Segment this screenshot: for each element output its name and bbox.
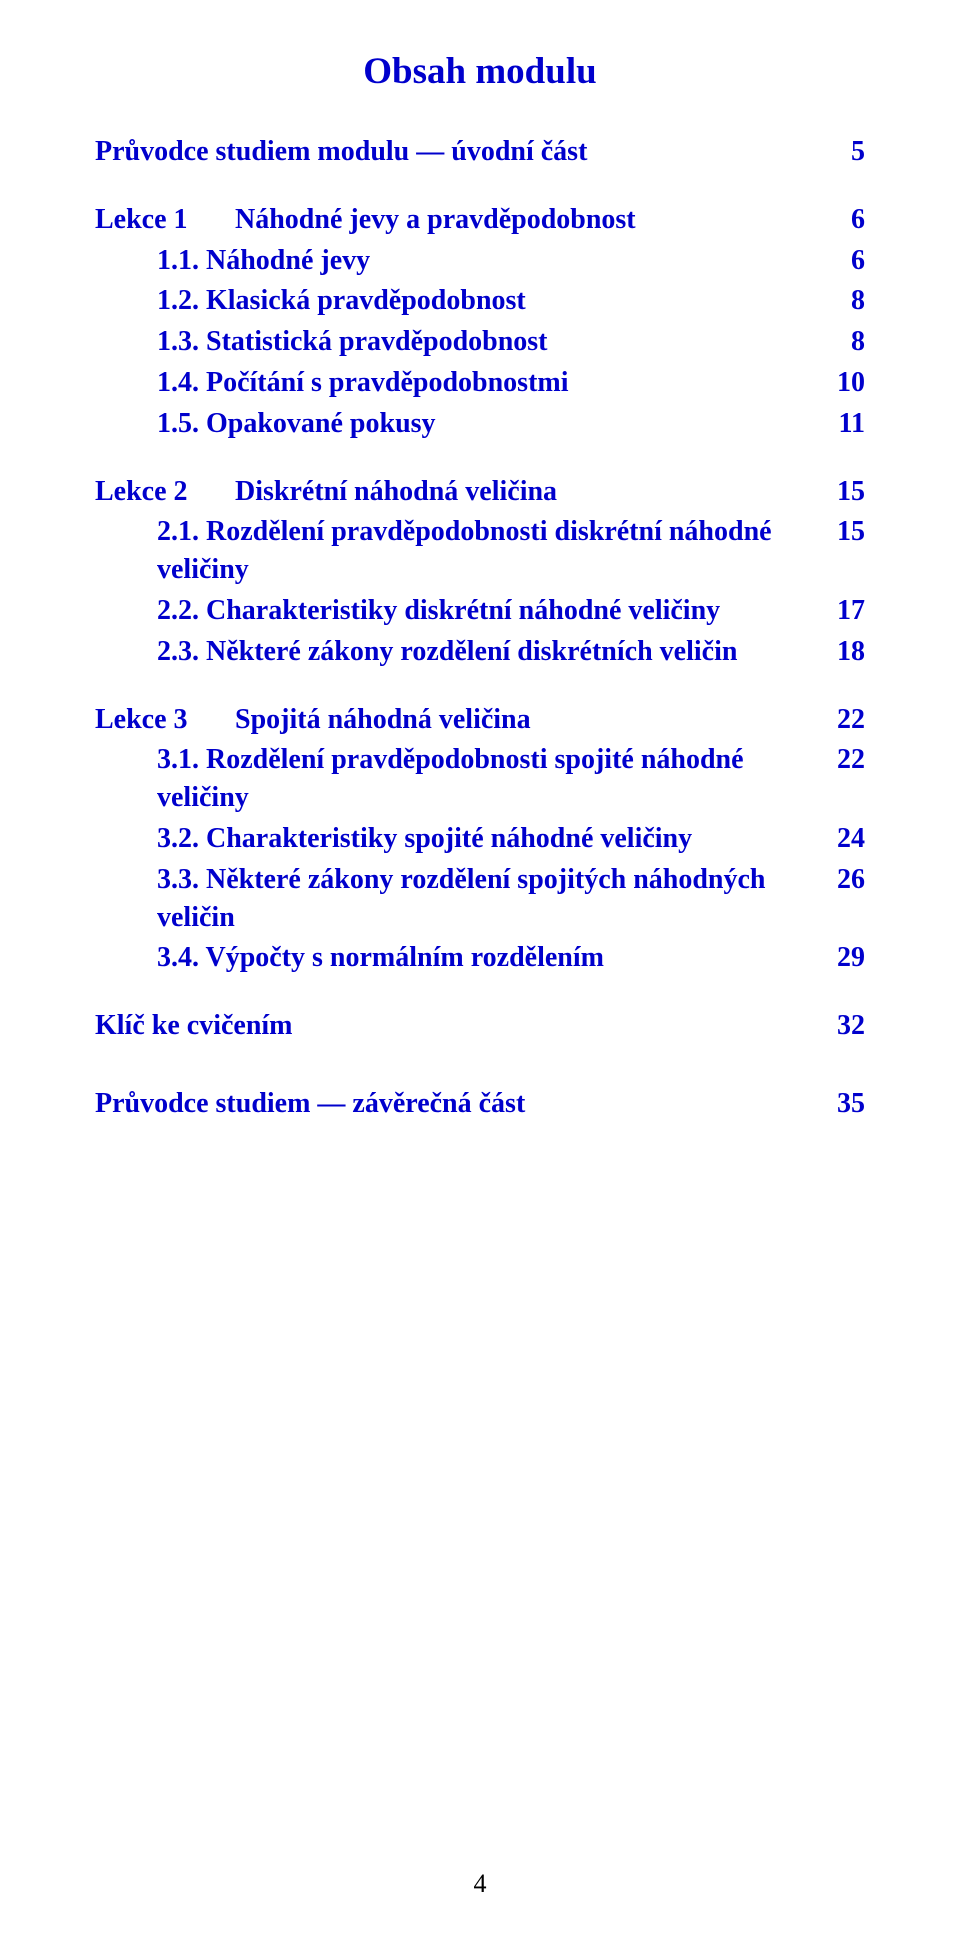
guide-section: Průvodce studiem — závěrečná část 35	[95, 1085, 865, 1123]
section-number: Lekce 2	[95, 473, 235, 511]
toc-page: 8	[815, 323, 865, 361]
intro-section: Průvodce studiem modulu — úvodní část 5	[95, 133, 865, 171]
toc-label: Klíč ke cvičením	[95, 1007, 815, 1045]
toc-label: Průvodce studiem modulu — úvodní část	[95, 133, 815, 171]
toc-label: 3.4. Výpočty s normálním rozdělením	[157, 939, 815, 977]
toc-label: 1.3. Statistická pravděpodobnost	[157, 323, 815, 361]
toc-page: 22	[815, 741, 865, 779]
toc-row[interactable]: 3.4. Výpočty s normálním rozdělením29	[95, 939, 865, 977]
toc-section-header[interactable]: Lekce 1Náhodné jevy a pravděpodobnost 6	[95, 201, 865, 239]
toc-row[interactable]: 3.3. Některé zákony rozdělení spojitých …	[95, 861, 865, 937]
toc-label: 3.1. Rozdělení pravděpodobnosti spojité …	[157, 741, 815, 817]
toc-page: 10	[815, 364, 865, 402]
toc-page: 11	[815, 405, 865, 443]
toc-label: 2.3. Některé zákony rozdělení diskrétníc…	[157, 633, 815, 671]
toc-page: 22	[815, 701, 865, 739]
toc-section-header[interactable]: Lekce 2Diskrétní náhodná veličina 15	[95, 473, 865, 511]
section-title: Spojitá náhodná veličina	[235, 701, 795, 739]
toc-label: 2.1. Rozdělení pravděpodobnosti diskrétn…	[157, 513, 815, 589]
section-number: Lekce 3	[95, 701, 235, 739]
toc-row[interactable]: Průvodce studiem — závěrečná část 35	[95, 1085, 865, 1123]
toc-label: Průvodce studiem — závěrečná část	[95, 1085, 815, 1123]
toc-section: Lekce 1Náhodné jevy a pravděpodobnost61.…	[95, 201, 865, 443]
toc-label: 1.1. Náhodné jevy	[157, 242, 815, 280]
toc-row[interactable]: 1.1. Náhodné jevy6	[95, 242, 865, 280]
toc-row[interactable]: 2.2. Charakteristiky diskrétní náhodné v…	[95, 592, 865, 630]
toc-page: 35	[815, 1085, 865, 1123]
toc-label: 3.2. Charakteristiky spojité náhodné vel…	[157, 820, 815, 858]
toc-page: 26	[815, 861, 865, 899]
toc-page: 18	[815, 633, 865, 671]
toc-label: 1.5. Opakované pokusy	[157, 405, 815, 443]
toc-page: 5	[815, 133, 865, 171]
toc-page: 24	[815, 820, 865, 858]
section-number: Lekce 1	[95, 201, 235, 239]
toc-row[interactable]: Průvodce studiem modulu — úvodní část 5	[95, 133, 865, 171]
toc-row[interactable]: 3.1. Rozdělení pravděpodobnosti spojité …	[95, 741, 865, 817]
toc-section: Lekce 2Diskrétní náhodná veličina 152.1. …	[95, 473, 865, 671]
toc-row[interactable]: 1.3. Statistická pravděpodobnost8	[95, 323, 865, 361]
toc-page: 15	[815, 513, 865, 551]
toc-label: 1.4. Počítání s pravděpodobnostmi	[157, 364, 815, 402]
toc-page: 6	[815, 201, 865, 239]
toc-row[interactable]: 3.2. Charakteristiky spojité náhodné vel…	[95, 820, 865, 858]
toc-label: 1.2. Klasická pravděpodobnost	[157, 282, 815, 320]
toc-section-header[interactable]: Lekce 3Spojitá náhodná veličina 22	[95, 701, 865, 739]
section-title: Náhodné jevy a pravděpodobnost	[235, 201, 795, 239]
toc-row[interactable]: 1.4. Počítání s pravděpodobnostmi10	[95, 364, 865, 402]
toc-row[interactable]: 1.2. Klasická pravděpodobnost8	[95, 282, 865, 320]
toc-label: 3.3. Některé zákony rozdělení spojitých …	[157, 861, 815, 937]
toc-section: Lekce 3Spojitá náhodná veličina 223.1. Ro…	[95, 701, 865, 978]
section-title: Diskrétní náhodná veličina	[235, 473, 795, 511]
toc-page: 15	[815, 473, 865, 511]
page-title: Obsah modulu	[95, 50, 865, 93]
toc-page: 29	[815, 939, 865, 977]
toc-row[interactable]: 2.3. Některé zákony rozdělení diskrétníc…	[95, 633, 865, 671]
page-number: 4	[0, 1869, 960, 1899]
toc-row[interactable]: 1.5. Opakované pokusy11	[95, 405, 865, 443]
toc-page: 6	[815, 242, 865, 280]
toc-page: 8	[815, 282, 865, 320]
toc-page: 17	[815, 592, 865, 630]
toc-row[interactable]: Klíč ke cvičením 32	[95, 1007, 865, 1045]
toc-row[interactable]: 2.1. Rozdělení pravděpodobnosti diskrétn…	[95, 513, 865, 589]
toc-page: 32	[815, 1007, 865, 1045]
key-section: Klíč ke cvičením 32	[95, 1007, 865, 1045]
toc-label: 2.2. Charakteristiky diskrétní náhodné v…	[157, 592, 815, 630]
